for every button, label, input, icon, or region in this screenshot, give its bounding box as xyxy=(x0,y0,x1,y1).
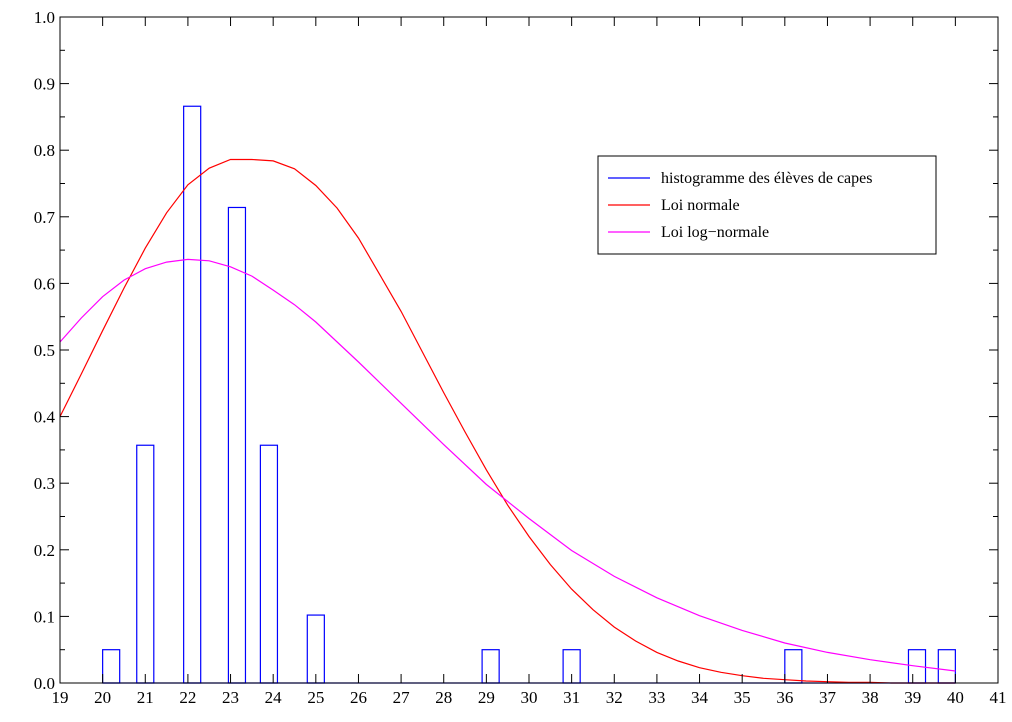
y-tick-label: 0.8 xyxy=(34,141,55,160)
x-tick-label: 30 xyxy=(521,688,538,707)
y-tick-label: 0.7 xyxy=(34,208,56,227)
histogram-bar xyxy=(784,649,803,684)
distribution-curves xyxy=(59,158,956,684)
y-tick-label: 0.4 xyxy=(34,408,56,427)
x-tick-label: 32 xyxy=(606,688,623,707)
x-tick-label: 24 xyxy=(265,688,283,707)
x-tick-label: 31 xyxy=(563,688,580,707)
y-tick-label: 0.2 xyxy=(34,541,55,560)
histogram-bar xyxy=(259,444,279,684)
y-tick-label: 0.5 xyxy=(34,341,55,360)
x-tick-label: 38 xyxy=(862,688,879,707)
y-tick-label: 0.0 xyxy=(34,674,55,693)
histogram-bar xyxy=(937,649,956,684)
x-tick-label: 33 xyxy=(648,688,665,707)
legend-entry: Loi normale xyxy=(661,197,740,214)
x-tick-label: 25 xyxy=(307,688,324,707)
histogram-bar xyxy=(136,444,155,684)
x-tick-label: 21 xyxy=(137,688,154,707)
y-tick-label: 0.9 xyxy=(34,75,55,94)
x-tick-label: 22 xyxy=(179,688,196,707)
x-tick-label: 23 xyxy=(222,688,239,707)
normal-curve xyxy=(59,158,956,684)
x-tick-label: 39 xyxy=(904,688,921,707)
histogram-bar xyxy=(183,105,202,684)
lognormal-curve xyxy=(59,258,956,672)
x-tick-label: 35 xyxy=(734,688,751,707)
x-tick-label: 27 xyxy=(393,688,411,707)
histogram-bar xyxy=(481,649,500,684)
histogram-bar xyxy=(227,206,247,684)
y-tick-label: 0.1 xyxy=(34,607,55,626)
legend-entry: histogramme des élèves de capes xyxy=(661,170,872,187)
x-tick-label: 28 xyxy=(435,688,452,707)
axes: 19 20 21 22 23 24 25 26 27 28 29 30 31 32 33 34 35 36 37 38… xyxy=(34,8,1007,707)
histogram-bar xyxy=(306,614,325,684)
y-tick-label: 0.3 xyxy=(34,474,55,493)
x-tick-label: 26 xyxy=(350,688,367,707)
y-tick-label: 0.6 xyxy=(34,274,55,293)
y-tick-label: 1.0 xyxy=(34,8,55,27)
x-tick-label: 34 xyxy=(691,688,709,707)
legend-entry: Loi log−normale xyxy=(661,224,769,241)
legend-box xyxy=(597,155,937,255)
x-tick-label: 19 xyxy=(52,688,69,707)
x-tick-label: 36 xyxy=(776,688,793,707)
x-tick-label: 37 xyxy=(819,688,837,707)
x-tick-label: 40 xyxy=(947,688,964,707)
histogram-bar xyxy=(102,649,121,684)
x-tick-label: 20 xyxy=(94,688,111,707)
legend: histogramme des élèves de capes Loi norma… xyxy=(597,155,937,255)
x-tick-label: 29 xyxy=(478,688,495,707)
x-tick-label: 41 xyxy=(990,688,1007,707)
